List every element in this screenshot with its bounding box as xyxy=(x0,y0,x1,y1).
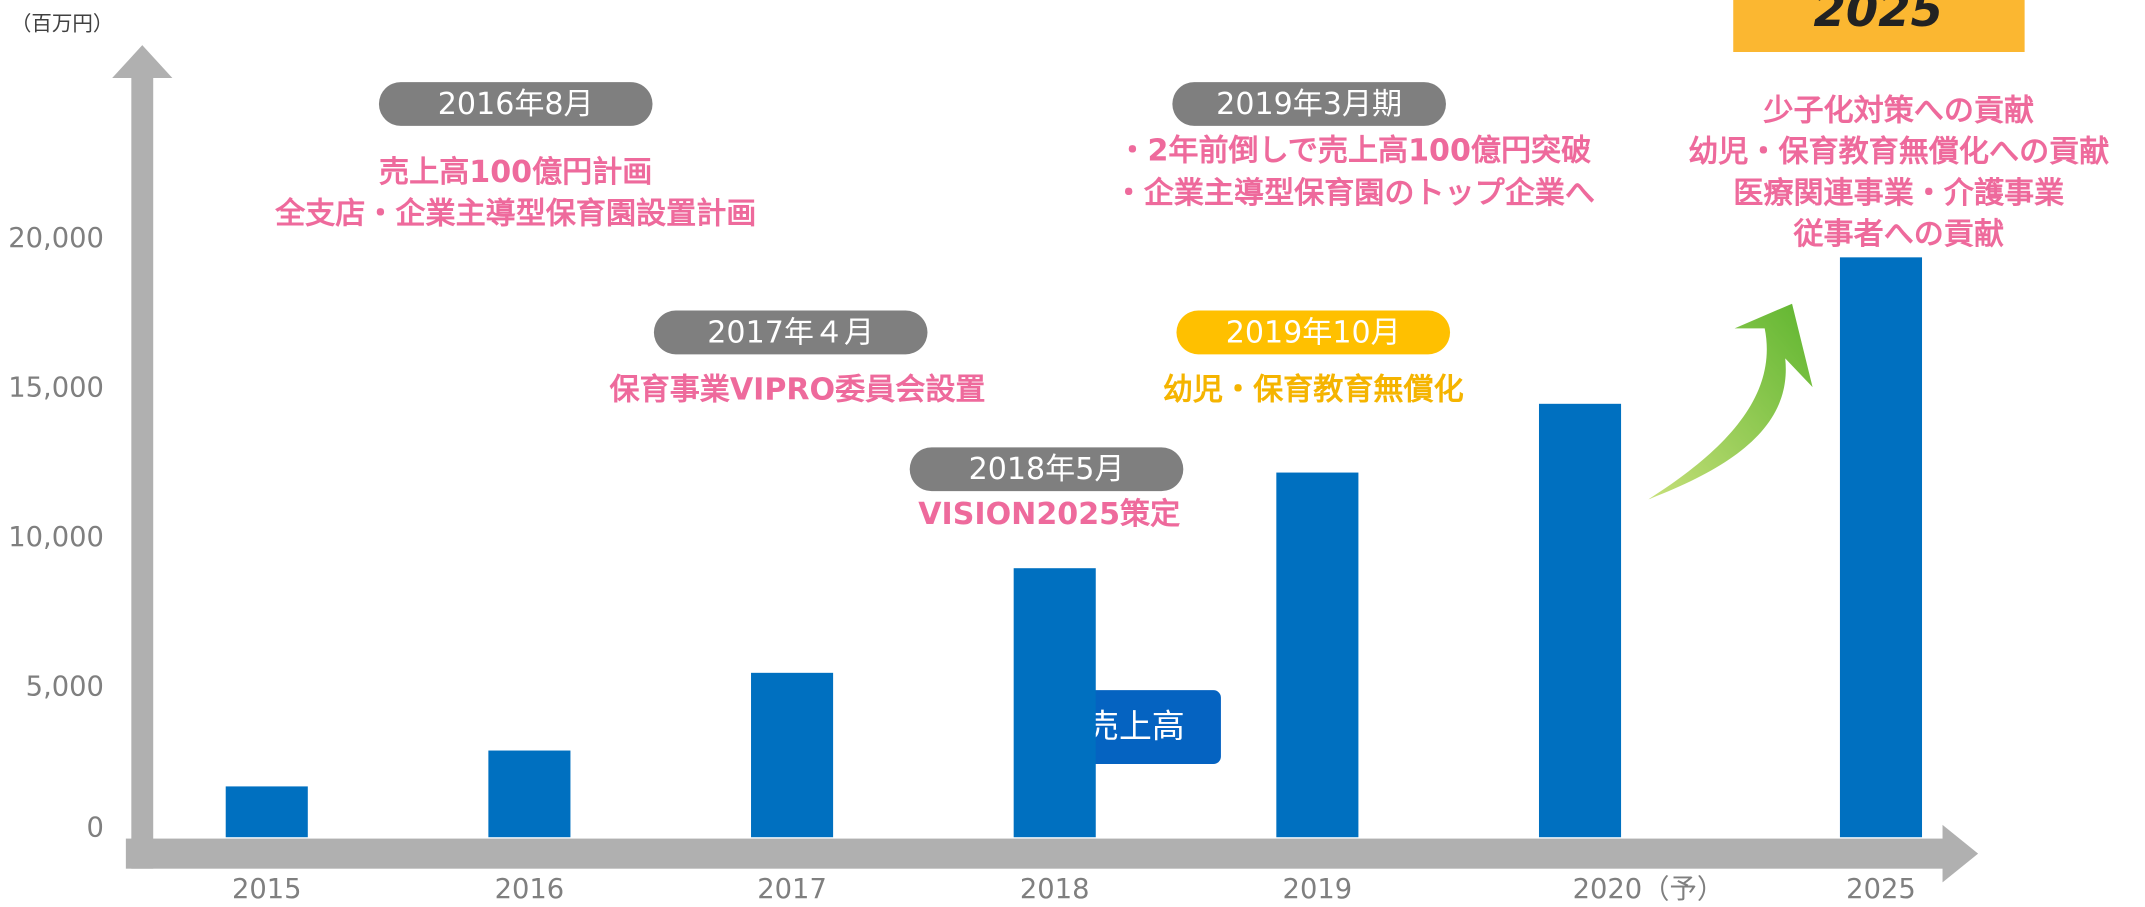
annotation-heading: 2019年10月 xyxy=(1226,315,1401,350)
annotation-pill xyxy=(909,447,1184,492)
x-axis xyxy=(125,838,1946,869)
bar xyxy=(1538,403,1622,838)
growth-arrow xyxy=(1648,303,1813,500)
x-tick-label: 2019 xyxy=(1283,874,1353,905)
x-axis-arrow xyxy=(1942,824,1979,883)
annotation-text: 従事者への貢献 xyxy=(1792,217,2004,252)
bar xyxy=(1013,568,1096,838)
y-axis xyxy=(131,75,154,869)
bar xyxy=(751,672,834,838)
bar xyxy=(488,750,571,838)
annotation-text: 幼児・保育教育無償化への貢献 xyxy=(1688,135,2109,170)
annotation-text: 売上高100億円計画 xyxy=(379,155,652,190)
x-tick-label: 2016 xyxy=(495,874,565,905)
annotation-pill xyxy=(653,310,928,355)
target-box xyxy=(1733,0,2025,52)
legend-label: 売上高 xyxy=(1086,707,1184,745)
annotation-heading: 2017年４月 xyxy=(707,315,874,350)
x-tick-label: 2017 xyxy=(757,874,827,905)
annotation-pill xyxy=(378,82,653,126)
y-axis-arrow xyxy=(112,45,173,78)
target-label: 2025 xyxy=(1814,0,1943,37)
y-axis-label: （百万円） xyxy=(11,12,114,36)
annotation-heading: 2016年8月 xyxy=(438,87,594,122)
y-tick-label: 20,000 xyxy=(8,223,104,254)
x-tick-label: 2020（予） xyxy=(1573,874,1725,905)
annotation-text: ・企業主導型保育園のトップ企業へ xyxy=(1114,176,1595,211)
annotation-text: 幼児・保育教育無償化 xyxy=(1163,373,1464,408)
bar xyxy=(1839,257,1923,838)
y-tick-label: 0 xyxy=(87,813,104,844)
annotation-heading: 2018年5月 xyxy=(969,452,1125,487)
x-tick-label: 2018 xyxy=(1020,874,1090,905)
y-tick-label: 15,000 xyxy=(8,372,104,403)
annotation-heading: 2019年3月期 xyxy=(1216,87,1402,122)
x-tick-label: 2015 xyxy=(232,874,302,905)
annotation-pill xyxy=(1176,310,1451,355)
x-tick-label: 2025 xyxy=(1846,874,1916,905)
annotation-text: 医療関連事業・介護事業 xyxy=(1733,176,2065,211)
annotation-text: 全支店・企業主導型保育園設置計画 xyxy=(274,196,756,231)
annotation-text: 少子化対策への貢献 xyxy=(1763,94,2034,129)
bar xyxy=(1276,472,1359,838)
y-tick-label: 5,000 xyxy=(26,671,104,702)
annotation-pill xyxy=(1172,82,1446,126)
annotation-text: ・2年前倒しで売上高100億円突破 xyxy=(1117,133,1591,168)
annotation-text: VISION2025策定 xyxy=(918,497,1180,532)
annotation-text: 保育事業VIPRO委員会設置 xyxy=(610,373,986,408)
y-tick-label: 10,000 xyxy=(8,522,104,553)
bar xyxy=(225,786,308,838)
